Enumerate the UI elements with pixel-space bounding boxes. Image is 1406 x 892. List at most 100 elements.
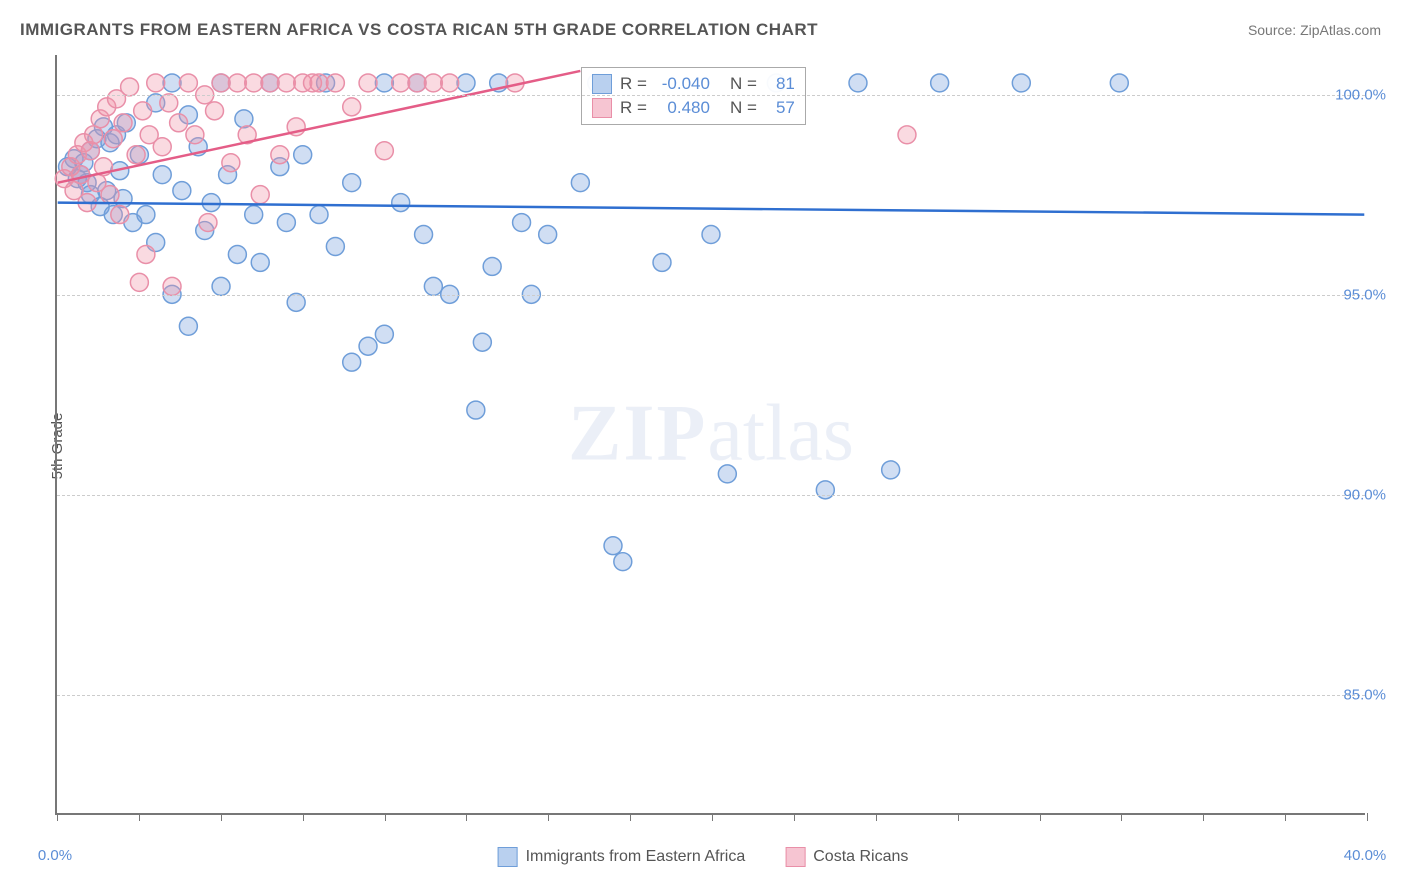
stat-n-value: 81 <box>765 72 795 96</box>
data-point <box>473 333 491 351</box>
source-attribution: Source: ZipAtlas.com <box>1248 22 1381 38</box>
data-point <box>101 186 119 204</box>
data-point <box>137 245 155 263</box>
data-point <box>170 114 188 132</box>
data-point <box>424 277 442 295</box>
data-point <box>718 465 736 483</box>
x-tick <box>712 813 713 821</box>
data-point <box>359 337 377 355</box>
stats-row: R = 0.480 N = 57 <box>592 96 795 120</box>
data-point <box>539 226 557 244</box>
data-point <box>72 166 90 184</box>
data-point <box>277 214 295 232</box>
data-point <box>898 126 916 144</box>
legend-square-icon <box>592 98 612 118</box>
data-point <box>375 325 393 343</box>
y-tick-label: 90.0% <box>1343 487 1386 504</box>
data-point <box>310 206 328 224</box>
legend: Immigrants from Eastern Africa Costa Rica… <box>498 847 909 867</box>
stat-r-label: R = <box>620 96 647 120</box>
data-point <box>415 226 433 244</box>
data-point <box>424 74 442 92</box>
data-point <box>310 74 328 92</box>
data-point <box>127 146 145 164</box>
data-point <box>163 277 181 295</box>
data-point <box>441 74 459 92</box>
legend-square-icon <box>498 847 518 867</box>
data-point <box>392 74 410 92</box>
data-point <box>228 245 246 263</box>
legend-item: Costa Ricans <box>785 847 908 867</box>
data-point <box>359 74 377 92</box>
grid-line <box>57 95 1365 96</box>
data-point <box>408 74 426 92</box>
legend-square-icon <box>785 847 805 867</box>
data-point <box>179 74 197 92</box>
x-tick-label: 0.0% <box>38 847 72 864</box>
data-point <box>343 174 361 192</box>
data-point <box>134 102 152 120</box>
data-point <box>702 226 720 244</box>
data-point <box>228 74 246 92</box>
stat-n-label: N = <box>730 96 757 120</box>
x-tick <box>630 813 631 821</box>
legend-label: Immigrants from Eastern Africa <box>526 848 746 866</box>
x-tick <box>1285 813 1286 821</box>
stat-n-label: N = <box>730 72 757 96</box>
data-point <box>816 481 834 499</box>
data-point <box>251 186 269 204</box>
data-point <box>375 74 393 92</box>
data-point <box>130 273 148 291</box>
data-point <box>294 146 312 164</box>
data-point <box>114 114 132 132</box>
legend-label: Costa Ricans <box>813 848 908 866</box>
data-point <box>343 353 361 371</box>
data-point <box>147 74 165 92</box>
legend-item: Immigrants from Eastern Africa <box>498 847 746 867</box>
data-point <box>235 110 253 128</box>
stat-n-value: 57 <box>765 96 795 120</box>
stat-r-value: -0.040 <box>655 72 710 96</box>
stat-r-label: R = <box>620 72 647 96</box>
data-point <box>277 74 295 92</box>
x-tick <box>385 813 386 821</box>
x-tick <box>1203 813 1204 821</box>
data-point <box>212 277 230 295</box>
data-point <box>653 253 671 271</box>
data-point <box>614 553 632 571</box>
chart-svg <box>57 55 1365 813</box>
data-point <box>261 74 279 92</box>
data-point <box>121 78 139 96</box>
y-tick-label: 100.0% <box>1335 87 1386 104</box>
data-point <box>245 74 263 92</box>
grid-line <box>57 695 1365 696</box>
data-point <box>206 102 224 120</box>
grid-line <box>57 495 1365 496</box>
data-point <box>137 206 155 224</box>
x-tick <box>1367 813 1368 821</box>
data-point <box>287 293 305 311</box>
stat-r-value: 0.480 <box>655 96 710 120</box>
x-tick <box>876 813 877 821</box>
data-point <box>186 126 204 144</box>
data-point <box>111 206 129 224</box>
data-point <box>326 238 344 256</box>
data-point <box>1110 74 1128 92</box>
x-tick <box>466 813 467 821</box>
data-point <box>179 317 197 335</box>
y-tick-label: 95.0% <box>1343 287 1386 304</box>
data-point <box>245 206 263 224</box>
data-point <box>571 174 589 192</box>
data-point <box>153 138 171 156</box>
data-point <box>1012 74 1030 92</box>
data-point <box>375 142 393 160</box>
data-point <box>392 194 410 212</box>
stats-row: R = -0.040 N = 81 <box>592 72 795 96</box>
x-tick <box>57 813 58 821</box>
x-tick <box>958 813 959 821</box>
data-point <box>343 98 361 116</box>
x-tick <box>221 813 222 821</box>
data-point <box>202 194 220 212</box>
data-point <box>513 214 531 232</box>
data-point <box>160 94 178 112</box>
